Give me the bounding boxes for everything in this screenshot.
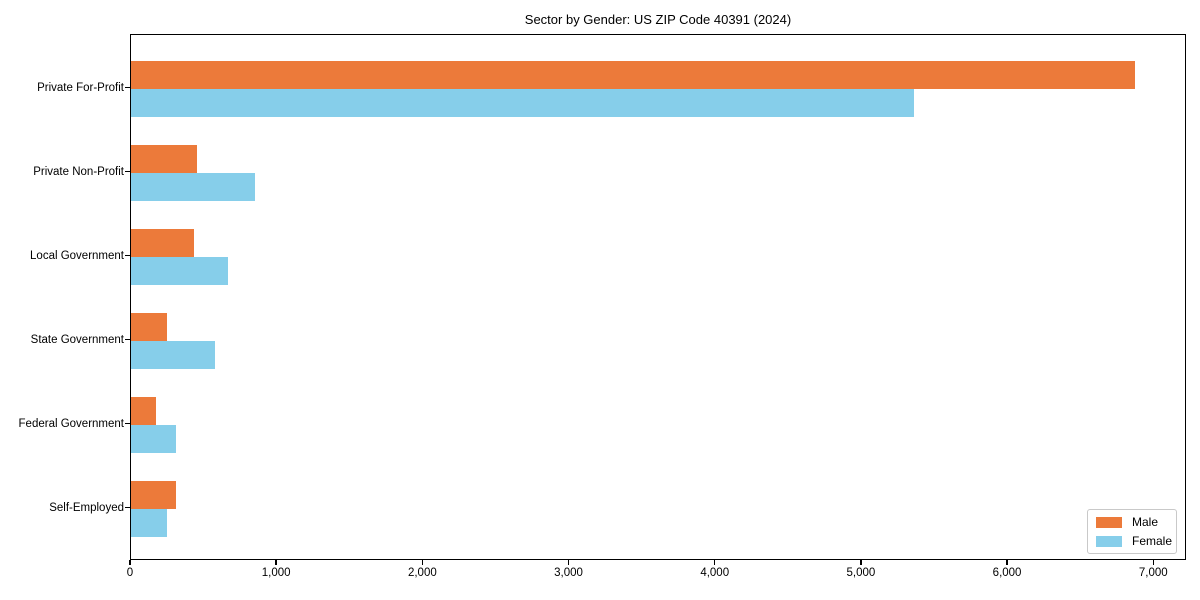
- legend-entry-male: Male: [1096, 515, 1168, 529]
- plot-area: [130, 34, 1186, 560]
- bar-female-self-employed: [131, 508, 167, 537]
- x-tick-label: 6,000: [992, 567, 1022, 579]
- y-axis-label-self-employed: Self-Employed: [49, 501, 124, 514]
- x-tick-mark: [421, 560, 424, 565]
- y-tick-mark: [125, 170, 130, 173]
- y-axis-label-private-non-profit: Private Non-Profit: [33, 165, 124, 178]
- y-tick-mark: [125, 338, 130, 341]
- bar-male-self-employed: [131, 480, 177, 509]
- x-tick-label: 7,000: [1138, 567, 1168, 579]
- x-tick-label: 2,000: [407, 567, 437, 579]
- legend-entry-female: Female: [1096, 534, 1172, 548]
- y-axis-label-private-for-profit: Private For-Profit: [37, 81, 124, 94]
- x-tick-label: 3,000: [554, 567, 583, 579]
- legend-swatch-male: [1096, 516, 1122, 528]
- x-tick-mark: [567, 560, 570, 565]
- y-axis-label-state-government: State Government: [30, 333, 124, 346]
- bar-male-federal-government: [131, 396, 156, 425]
- x-tick-label: 0: [126, 567, 134, 579]
- bar-female-state-government: [131, 340, 215, 369]
- x-tick-mark: [1152, 560, 1154, 565]
- bar-male-state-government: [131, 312, 167, 341]
- y-axis-label-federal-government: Federal Government: [18, 417, 124, 430]
- chart-title: Sector by Gender: US ZIP Code 40391 (202…: [524, 12, 792, 27]
- legend-label-female: Female: [1132, 534, 1173, 548]
- legend-label-male: Male: [1132, 515, 1159, 529]
- x-tick-mark: [1006, 560, 1008, 565]
- bar-female-federal-government: [131, 424, 177, 453]
- x-tick-mark: [713, 560, 716, 565]
- bar-male-private-non-profit: [131, 144, 197, 173]
- x-tick-mark: [275, 560, 277, 565]
- bar-female-private-for-profit: [131, 88, 914, 117]
- legend-swatch-female: [1096, 535, 1122, 547]
- bar-male-private-for-profit: [131, 60, 1135, 89]
- y-tick-mark: [125, 254, 130, 257]
- bar-male-local-government: [131, 228, 195, 257]
- y-tick-mark: [125, 422, 130, 425]
- x-tick-mark: [860, 560, 862, 565]
- x-tick-label: 4,000: [700, 567, 730, 579]
- bar-female-private-non-profit: [131, 172, 256, 201]
- y-tick-mark: [125, 86, 130, 89]
- x-tick-mark: [129, 560, 131, 565]
- legend: Male Female: [1087, 509, 1177, 554]
- bar-female-local-government: [131, 256, 229, 285]
- y-axis-label-local-government: Local Government: [30, 249, 124, 262]
- x-tick-label: 5,000: [846, 567, 876, 579]
- x-tick-label: 1,000: [261, 567, 291, 579]
- y-tick-mark: [125, 506, 130, 509]
